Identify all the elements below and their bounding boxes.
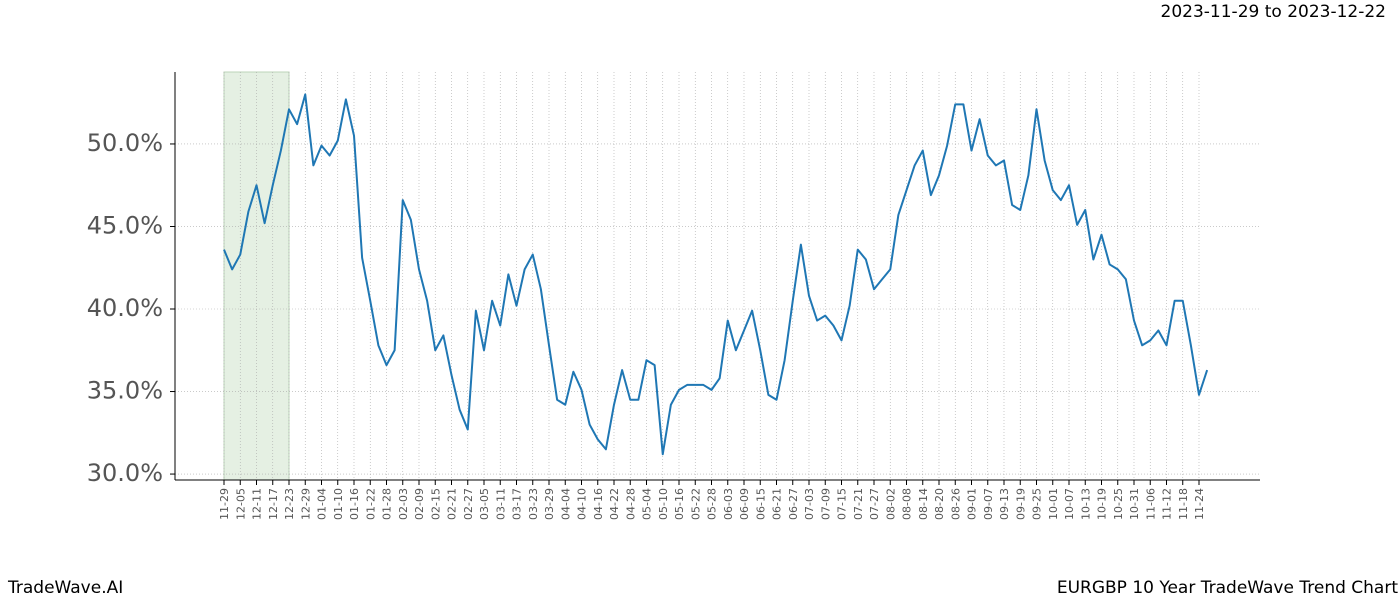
x-tick-label: 04-16 xyxy=(592,488,605,520)
x-tick-label: 06-03 xyxy=(722,488,735,520)
x-tick-label: 01-28 xyxy=(381,488,394,520)
x-tick-label: 08-08 xyxy=(901,488,914,520)
x-tick-label: 03-11 xyxy=(494,488,507,520)
x-tick-label: 01-04 xyxy=(316,488,329,520)
x-tick-label: 07-27 xyxy=(868,488,881,520)
x-tick-label: 11-06 xyxy=(1144,488,1157,520)
x-tick-label: 10-19 xyxy=(1096,488,1109,520)
x-tick-label: 08-14 xyxy=(917,488,930,520)
x-tick-label: 11-24 xyxy=(1193,488,1206,520)
x-tick-label: 10-01 xyxy=(1047,488,1060,520)
x-tick-label: 05-28 xyxy=(706,488,719,520)
x-tick-label: 08-20 xyxy=(933,488,946,520)
x-tick-label: 12-17 xyxy=(267,488,280,520)
x-tick-label: 03-23 xyxy=(527,488,540,520)
x-tick-label: 07-15 xyxy=(836,488,849,520)
x-tick-label: 10-31 xyxy=(1128,488,1141,520)
x-tick-label: 10-25 xyxy=(1112,488,1125,520)
x-tick-label: 05-16 xyxy=(673,488,686,520)
x-tick-label: 12-23 xyxy=(283,488,296,520)
x-tick-label: 04-22 xyxy=(608,488,621,520)
x-tick-label: 09-25 xyxy=(1031,488,1044,520)
x-tick-label: 08-02 xyxy=(884,488,897,520)
x-tick-label: 04-28 xyxy=(624,488,637,520)
x-tick-label: 04-10 xyxy=(576,488,589,520)
x-tick-label: 01-10 xyxy=(332,488,345,520)
x-tick-label: 02-21 xyxy=(446,488,459,520)
x-tick-label: 10-13 xyxy=(1079,488,1092,520)
x-tick-label: 09-19 xyxy=(1014,488,1027,520)
x-tick-label: 11-29 xyxy=(218,488,231,520)
x-tick-label: 03-05 xyxy=(478,488,491,520)
x-tick-label: 01-22 xyxy=(364,488,377,520)
y-tick-label: 40.0% xyxy=(87,294,163,322)
x-tick-label: 05-22 xyxy=(689,488,702,520)
x-tick-label: 08-26 xyxy=(949,488,962,520)
x-tick-label: 06-21 xyxy=(771,488,784,520)
x-tick-label: 02-15 xyxy=(429,488,442,520)
y-tick-label: 50.0% xyxy=(87,129,163,157)
x-tick-label: 02-09 xyxy=(413,488,426,520)
x-tick-label: 05-10 xyxy=(657,488,670,520)
x-tick-label: 09-07 xyxy=(982,488,995,520)
x-tick-label: 09-01 xyxy=(966,488,979,520)
x-tick-label: 03-29 xyxy=(543,488,556,520)
footer-right: EURGBP 10 Year TradeWave Trend Chart xyxy=(1057,578,1399,598)
chart-title: 2023-11-29 to 2023-12-22 xyxy=(1161,2,1386,22)
x-tick-label: 07-21 xyxy=(852,488,865,520)
x-tick-label: 01-16 xyxy=(348,488,361,520)
x-tick-label: 03-17 xyxy=(511,488,524,520)
x-tick-label: 11-18 xyxy=(1177,488,1190,520)
x-tick-label: 10-07 xyxy=(1063,488,1076,520)
x-tick-label: 07-09 xyxy=(819,488,832,520)
y-tick-label: 30.0% xyxy=(87,459,163,487)
x-tick-label: 02-27 xyxy=(462,488,475,520)
x-tick-label: 06-27 xyxy=(787,488,800,520)
x-tick-label: 12-29 xyxy=(299,488,312,520)
x-tick-label: 06-15 xyxy=(754,488,767,520)
x-tick-label: 07-03 xyxy=(803,488,816,520)
footer-left: TradeWave.AI xyxy=(7,578,123,598)
y-tick-label: 45.0% xyxy=(87,211,163,239)
x-tick-label: 02-03 xyxy=(397,488,410,520)
trend-line xyxy=(223,93,1209,456)
x-tick-label: 11-12 xyxy=(1161,488,1174,520)
x-tick-label: 04-04 xyxy=(559,488,572,520)
x-tick-label: 06-09 xyxy=(738,488,751,520)
x-tick-label: 05-04 xyxy=(641,488,654,520)
x-tick-label: 12-11 xyxy=(251,488,264,520)
x-tick-label: 09-13 xyxy=(998,488,1011,520)
x-tick-label: 12-05 xyxy=(234,488,247,520)
y-tick-label: 35.0% xyxy=(87,377,163,405)
